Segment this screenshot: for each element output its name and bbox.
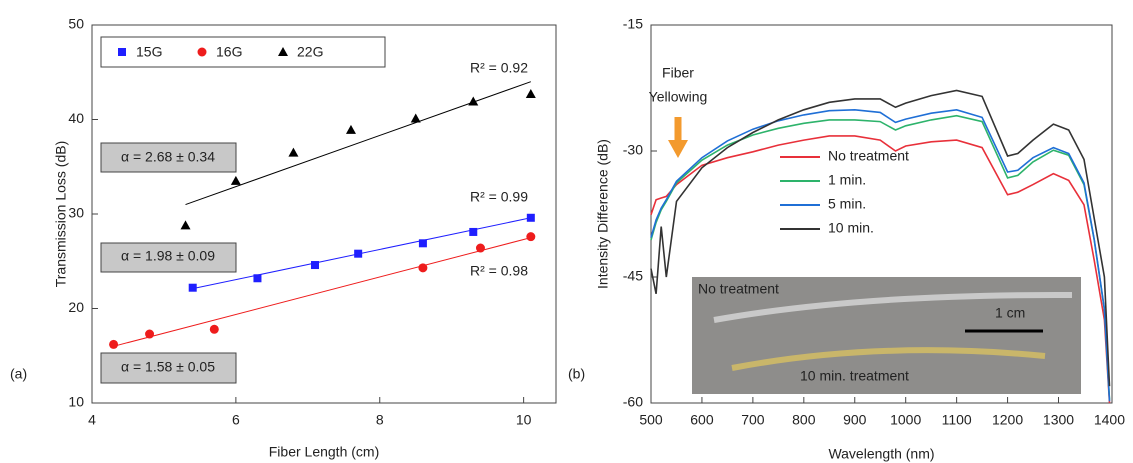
x-tick-label: 1200 [992,412,1023,428]
x-tick-label: 6 [232,412,240,428]
annotation: Fiber [662,65,694,81]
legend-label: No treatment [828,148,909,164]
inset-photo [692,277,1081,394]
fit-label: R² = 0.99 [470,189,528,205]
alpha-label: α = 1.98 ± 0.09 [121,248,215,264]
marker [230,175,241,185]
inset-label: 1 cm [995,305,1025,321]
annotation: Yellowing [649,89,708,105]
series-line [650,135,1111,404]
fit-label: R² = 0.92 [470,60,528,76]
annotation-arrow-head [668,140,688,158]
y-tick-label: 20 [68,299,84,315]
alpha-label: α = 2.68 ± 0.34 [121,149,215,165]
legend-box [100,36,386,68]
x-tick-label: 800 [792,412,816,428]
x-tick-label: 1100 [942,412,972,428]
marker [354,249,363,258]
legend-label: 1 min. [828,172,866,188]
x-tick-label: 1400 [1094,412,1125,428]
x-tick-label: 1000 [890,412,921,428]
x-tick-label: 700 [741,412,765,428]
y-tick-label: -15 [623,16,643,32]
marker [288,147,299,157]
y-axis-label: Transmission Loss (dB) [53,141,69,288]
legend-label: 10 min. [828,220,874,236]
marker [526,232,536,242]
inset-label: No treatment [698,281,779,297]
marker [209,324,219,334]
y-tick-label: 50 [68,16,84,32]
fit-label: R² = 0.98 [470,263,528,279]
y-tick-label: -60 [623,394,643,410]
fit-line [113,237,531,347]
marker [410,113,421,123]
marker [475,243,485,253]
marker [418,263,428,273]
x-tick-label: 1300 [1043,412,1074,428]
legend-label: 15G [136,44,162,60]
x-tick-label: 10 [516,412,532,428]
alpha-box [100,142,237,173]
marker [253,274,262,283]
legend-marker [118,48,126,56]
marker [345,124,356,134]
fit-line [185,81,531,206]
marker [145,329,155,339]
plot-frame-a [91,24,557,404]
legend-label: 16G [216,44,242,60]
marker [469,227,478,236]
marker [526,213,535,222]
marker [311,261,320,270]
inset-label: 10 min. treatment [800,368,909,384]
y-axis-label: Intensity Difference (dB) [595,139,611,289]
marker [188,283,197,292]
alpha-box [100,352,237,384]
y-tick-label: -45 [623,268,643,284]
x-axis-label: Fiber Length (cm) [269,444,379,460]
series-line [650,108,1111,402]
marker [525,88,536,98]
y-tick-label: 10 [68,394,84,410]
x-tick-label: 600 [690,412,714,428]
y-tick-label: -30 [623,142,643,158]
marker [109,339,119,349]
x-tick-label: 8 [376,412,384,428]
marker [180,220,191,230]
alpha-label: α = 1.58 ± 0.05 [121,359,215,375]
marker [468,96,479,106]
legend-marker [278,47,288,56]
x-tick-label: 900 [843,412,867,428]
y-tick-label: 40 [68,110,84,126]
legend-label: 22G [297,44,323,60]
x-tick-label: 500 [639,412,663,428]
y-tick-label: 30 [68,205,84,221]
alpha-box [100,242,237,273]
x-tick-label: 4 [88,412,96,428]
x-axis-label: Wavelength (nm) [828,446,934,462]
series-line [650,89,1111,387]
legend-label: 5 min. [828,196,866,212]
panel-label: (b) [568,366,585,382]
legend-marker [197,47,207,57]
panel-label: (a) [10,366,27,382]
series-line [650,114,1111,400]
marker [418,239,427,248]
